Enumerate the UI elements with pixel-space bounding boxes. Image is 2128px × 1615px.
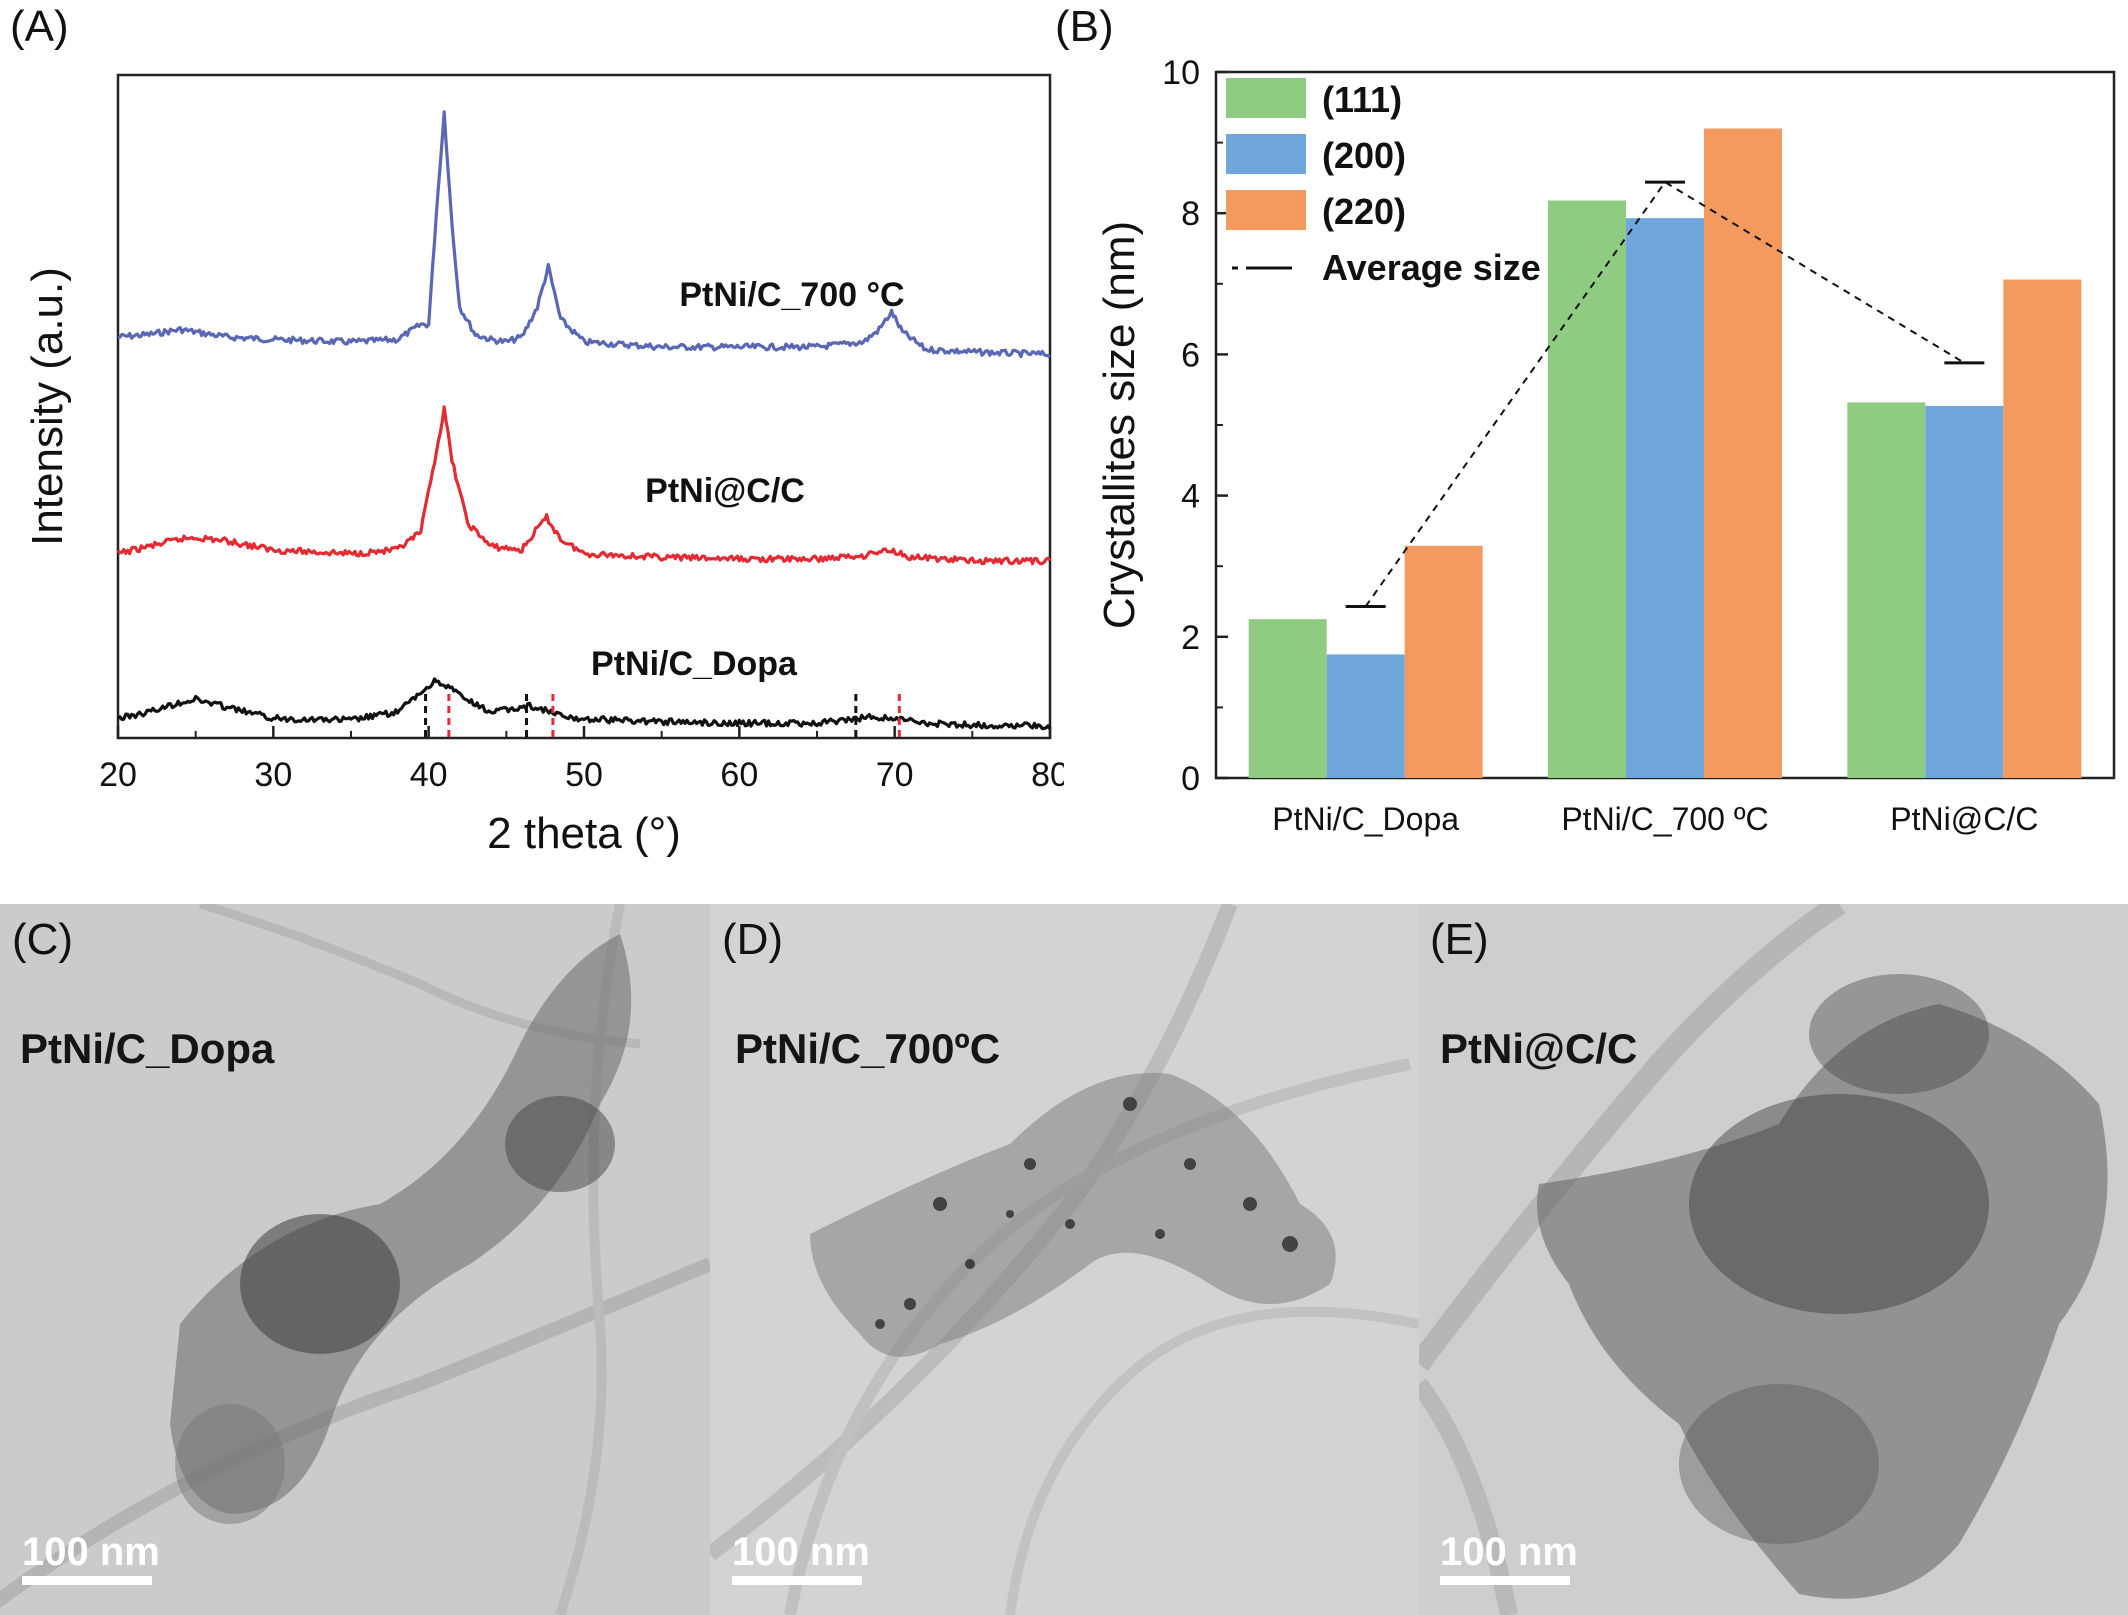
- scalebar-label: 100 nm: [732, 1530, 870, 1574]
- panel-e-label: PtNi@C/C: [1440, 1025, 1638, 1072]
- series-label: PtNi@C/C: [645, 472, 805, 510]
- y-tick-label: 4: [1181, 478, 1200, 516]
- tem-micrograph-c: [0, 904, 710, 1615]
- y-tick-label: 0: [1181, 760, 1200, 798]
- panel-a-letter: (A): [10, 2, 69, 51]
- legend-swatch: [1226, 134, 1306, 174]
- y-tick-label: 8: [1181, 195, 1200, 233]
- legend-label: (200): [1322, 135, 1406, 176]
- tem-micrograph-d: [710, 904, 1419, 1615]
- legend-swatch: [1226, 78, 1306, 118]
- x-tick-label: 20: [99, 756, 137, 794]
- x-tick-label: 70: [876, 756, 914, 794]
- tem-image-d: [710, 904, 1419, 1615]
- scalebar-line: [1440, 1576, 1570, 1585]
- x-tick-label: 80: [1031, 756, 1064, 794]
- legend-label: (111): [1322, 79, 1402, 120]
- x-tick-label: PtNi/C_Dopa: [1272, 801, 1459, 837]
- legend-label: (220): [1322, 191, 1406, 232]
- x-tick-label: 30: [254, 756, 292, 794]
- legend-swatch: [1226, 190, 1306, 230]
- bar: [1548, 200, 1626, 778]
- legend-label: Average size: [1322, 247, 1541, 288]
- xrd-series-line: [117, 110, 1052, 359]
- x-tick-label: 60: [720, 756, 758, 794]
- bar: [1326, 654, 1405, 778]
- tem-micrograph-e: [1419, 904, 2128, 1615]
- y-tick-label: 10: [1162, 54, 1200, 92]
- bar: [1404, 545, 1483, 778]
- y-axis-label: Crystallites size (nm): [1095, 221, 1144, 629]
- bar: [1704, 128, 1782, 779]
- y-axis-label: Intensity (a.u.): [23, 267, 72, 546]
- panel-b-letter: (B): [1055, 2, 1114, 51]
- panel-c-label: PtNi/C_Dopa: [20, 1025, 275, 1072]
- bar: [1925, 405, 2004, 778]
- scalebar-c: 100 nm: [22, 1525, 162, 1585]
- panel-d-label: PtNi/C_700ºC: [735, 1025, 1001, 1072]
- tem-image-e: [1419, 904, 2128, 1615]
- scalebar-line: [22, 1576, 152, 1585]
- series-label: PtNi/C_Dopa: [591, 645, 798, 683]
- bar: [2003, 279, 2082, 778]
- scalebar-d: 100 nm: [732, 1525, 872, 1585]
- series-label: PtNi/C_700 °C: [679, 276, 904, 314]
- x-tick-label: PtNi@C/C: [1890, 801, 2038, 837]
- bar: [1847, 402, 1926, 778]
- y-tick-label: 2: [1181, 619, 1200, 657]
- average-size-connector: [1364, 180, 1965, 608]
- xrd-series-line: [116, 677, 1052, 731]
- panel-d-letter: (D): [722, 915, 784, 964]
- bar: [1626, 218, 1704, 779]
- x-axis-label: 2 theta (°): [487, 809, 681, 858]
- y-tick-label: 6: [1181, 336, 1200, 374]
- panel-e-letter: (E): [1430, 915, 1489, 964]
- xrd-series-line: [116, 405, 1052, 566]
- scalebar-line: [732, 1576, 862, 1585]
- x-tick-label: 50: [565, 756, 603, 794]
- crystallite-bar-chart: 0 2 4 6 8 10 Crystallites size (nm) PtNi/C_Dopa…: [1095, 54, 2116, 837]
- scalebar-label: 100 nm: [1440, 1530, 1578, 1574]
- x-tick-label: 40: [410, 756, 448, 794]
- plot-frame: [116, 73, 1052, 740]
- panel-c-letter: (C): [12, 915, 74, 964]
- xrd-chart: 20 30 40 50 60 70 80 2 theta (°) Intensity (a.u.…: [23, 73, 1064, 858]
- tem-image-c: [0, 904, 710, 1615]
- scalebar-e: 100 nm: [1440, 1525, 1580, 1585]
- bar: [1248, 619, 1327, 778]
- scalebar-label: 100 nm: [22, 1530, 160, 1574]
- x-tick-label: PtNi/C_700 ºC: [1561, 801, 1768, 837]
